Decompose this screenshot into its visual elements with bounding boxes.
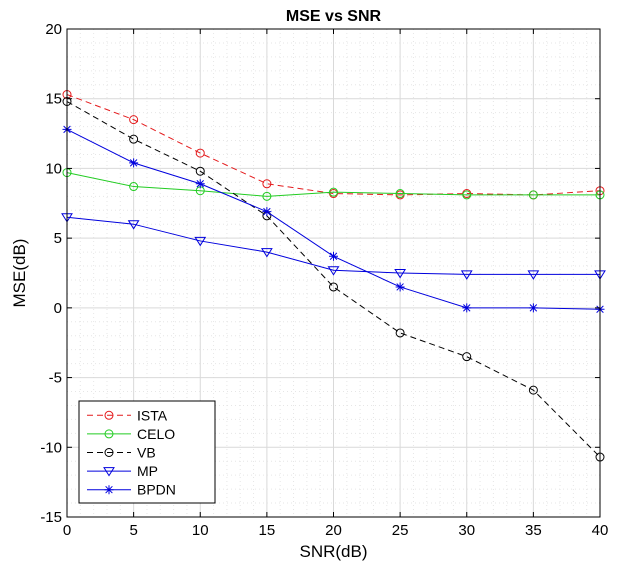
y-tick-label: -15	[40, 509, 62, 526]
x-tick-label: 20	[325, 522, 342, 539]
data-point-marker	[129, 158, 139, 168]
legend-label: ISTA	[137, 407, 168, 423]
legend-entry-mp: MP	[87, 463, 158, 479]
x-tick-label: 40	[592, 522, 609, 539]
y-tick-label: 0	[54, 300, 62, 317]
x-tick-label: 10	[192, 522, 209, 539]
data-point-marker	[104, 429, 114, 439]
data-point-marker	[262, 179, 272, 189]
x-axis-label: SNR(dB)	[299, 542, 367, 561]
data-point-marker	[528, 303, 538, 313]
data-point-marker	[329, 282, 338, 292]
data-point-marker	[395, 282, 405, 292]
series-line-celo	[66, 172, 600, 197]
y-tick-label: 15	[45, 91, 62, 108]
data-point-marker	[329, 187, 338, 197]
data-point-marker	[104, 485, 114, 495]
data-point-marker	[260, 248, 273, 258]
x-tick-label: 25	[392, 522, 409, 539]
axis-ticks: 0 5 10 15 20 25 30 35 40 -15 -10 -5 0 5 10 15 20	[40, 21, 608, 539]
data-point-marker	[462, 352, 472, 362]
data-point-marker	[262, 207, 272, 217]
legend-label: CELO	[137, 426, 175, 442]
x-tick-label: 0	[63, 522, 71, 539]
data-point-marker	[129, 115, 139, 125]
legend-entry-vb: VB	[87, 445, 156, 461]
y-tick-label: -5	[49, 370, 62, 387]
legend: ISTA CELO VB MP BPDN	[78, 400, 216, 504]
legend-entry-bpdn: BPDN	[87, 482, 176, 498]
data-point-marker	[194, 236, 207, 247]
data-point-marker	[104, 410, 114, 420]
legend-label: MP	[137, 463, 158, 479]
legend-entry-celo: CELO	[87, 426, 175, 442]
data-point-marker	[129, 134, 139, 144]
data-point-marker	[195, 166, 205, 176]
data-point-marker	[528, 190, 538, 200]
data-point-marker	[460, 270, 473, 280]
data-point-marker	[395, 328, 405, 338]
data-point-marker	[527, 270, 540, 280]
data-point-marker	[528, 385, 538, 395]
legend-label: VB	[137, 445, 156, 461]
data-point-marker	[462, 303, 472, 313]
data-point-marker	[195, 148, 205, 158]
y-tick-label: 5	[54, 230, 62, 247]
data-point-marker	[395, 189, 405, 199]
data-point-marker	[195, 179, 205, 189]
data-point-marker	[127, 220, 140, 230]
x-tick-label: 30	[458, 522, 475, 539]
data-point-marker	[104, 448, 114, 457]
legend-label: BPDN	[137, 482, 176, 498]
data-point-marker	[129, 182, 139, 192]
data-point-marker	[394, 269, 407, 279]
legend-entry-ista: ISTA	[87, 407, 168, 423]
data-point-marker	[327, 266, 340, 276]
series-vb	[62, 97, 605, 462]
data-point-marker	[329, 251, 338, 261]
series-line-mp	[66, 216, 600, 275]
y-axis-label: MSE(dB)	[10, 239, 29, 308]
chart-title: MSE vs SNR	[286, 8, 382, 25]
x-tick-label: 15	[259, 522, 276, 539]
x-tick-label: 35	[525, 522, 542, 539]
data-point-marker	[462, 190, 472, 200]
data-point-marker	[262, 191, 272, 201]
y-tick-label: 20	[45, 21, 62, 38]
y-tick-label: 10	[45, 160, 62, 177]
series-line-vb	[66, 101, 601, 458]
x-tick-label: 5	[129, 522, 137, 539]
y-tick-label: -10	[40, 439, 62, 456]
data-point-marker	[103, 467, 115, 477]
